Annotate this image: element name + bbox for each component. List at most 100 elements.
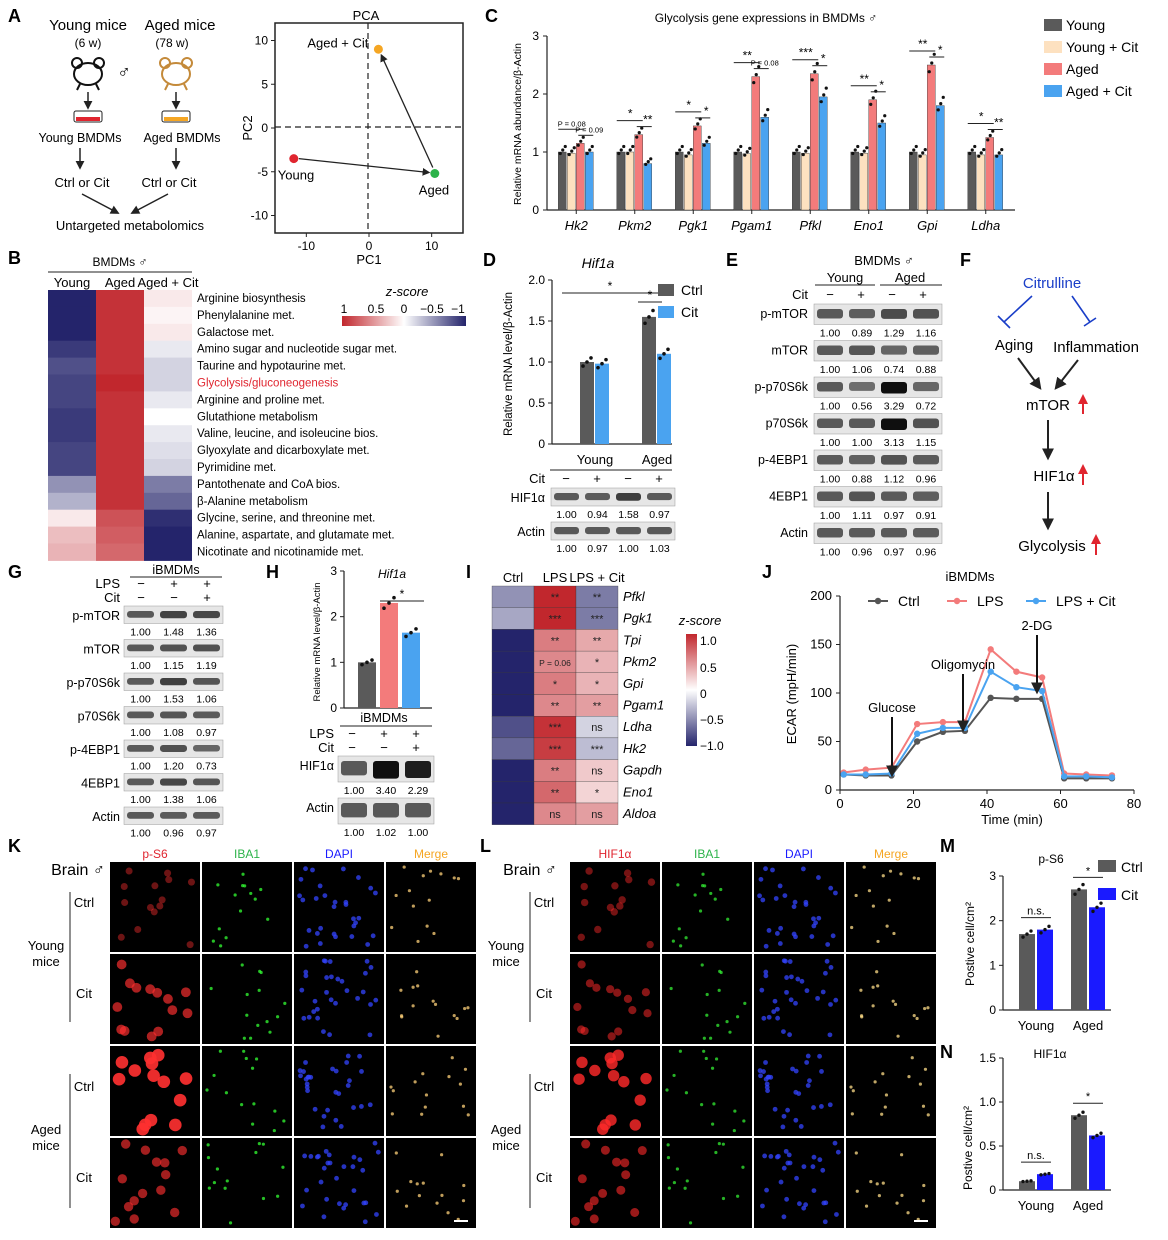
stain-spot: [310, 867, 315, 873]
data-dot: [646, 160, 650, 164]
stain-spot: [216, 883, 220, 887]
stain-spot: [781, 1165, 787, 1171]
stain-spot: [144, 1113, 158, 1127]
channel-label: Merge: [414, 847, 448, 861]
panel-letter: G: [8, 562, 22, 582]
bar: [1037, 929, 1053, 1010]
stain-spot: [850, 925, 854, 930]
stain-spot: [368, 1002, 373, 1007]
band-quant: 1.00: [556, 509, 577, 521]
band-quant: 0.97: [587, 543, 608, 555]
gene-label: Tpi: [623, 632, 642, 647]
stain-spot: [394, 1151, 398, 1155]
heatmap-cell: [48, 290, 96, 308]
stain-spot: [827, 1102, 833, 1108]
stain-spot: [580, 1026, 589, 1036]
stain-spot: [815, 995, 820, 1001]
blot-label: mTOR: [83, 643, 120, 657]
data-dot: [815, 61, 819, 66]
stain-spot: [811, 1105, 816, 1110]
bar: [976, 154, 985, 211]
stain-spot: [833, 890, 838, 896]
data-dot: [1043, 1172, 1047, 1176]
stain-spot: [452, 1014, 456, 1018]
column-label: Ctrl: [503, 570, 523, 585]
heatmap-cell: [144, 357, 192, 375]
stain-spot: [791, 904, 797, 910]
gene-label: Hk2: [565, 218, 589, 233]
blot-band: [817, 528, 843, 538]
stain-spot: [167, 1005, 178, 1016]
sig-label: *: [595, 657, 600, 669]
data-dot: [997, 151, 1001, 155]
data-dot: [579, 139, 583, 143]
stain-spot: [888, 869, 893, 873]
stain-spot: [298, 876, 304, 882]
data-dot: [662, 352, 666, 356]
blot-band: [881, 455, 907, 465]
bar: [1071, 1115, 1087, 1190]
data-dot: [801, 152, 805, 157]
sig-label: ns: [549, 809, 561, 821]
stain-spot: [688, 1221, 693, 1225]
stain-spot: [721, 1196, 726, 1201]
stain-spot: [766, 928, 772, 933]
stain-spot: [803, 902, 809, 907]
gene-label: Gpi: [623, 676, 644, 691]
lps-label: LPS: [309, 726, 334, 741]
stain-spot: [629, 1119, 642, 1131]
stain-spot: [614, 1027, 623, 1036]
stain-spot: [225, 1179, 229, 1183]
stain-spot: [784, 975, 790, 980]
cit-label: Cit: [318, 740, 334, 755]
stain-spot: [303, 866, 308, 872]
stain-spot: [671, 939, 675, 943]
row-label: Valine, leucine, and isoleucine bios.: [197, 428, 378, 440]
stain-spot: [765, 1074, 771, 1080]
heatmap-cell: [96, 492, 144, 511]
stain-spot: [811, 916, 816, 922]
stain-spot: [156, 902, 164, 910]
y-tick-label: 2: [330, 610, 337, 624]
stain-spot: [893, 1002, 898, 1006]
stain-spot: [343, 902, 349, 907]
stain-spot: [859, 1014, 864, 1018]
micrograph-tile: [754, 1138, 844, 1228]
micrograph-tile: [294, 954, 384, 1044]
stain-spot: [828, 964, 834, 970]
pca-point: [289, 154, 299, 164]
data-dot: [640, 126, 644, 130]
cit-sign: −: [380, 740, 388, 755]
row-label: Amino sugar and nucleotide sugar met.: [197, 344, 397, 356]
stain-spot: [698, 909, 703, 913]
data-dot: [570, 149, 574, 153]
stain-spot: [363, 970, 368, 976]
stain-spot: [783, 958, 788, 964]
stain-spot: [244, 1056, 248, 1061]
stain-spot: [282, 1119, 286, 1123]
stain-spot: [763, 969, 769, 975]
bar: [819, 96, 828, 211]
stain-spot: [462, 1183, 466, 1188]
stain-spot: [900, 1193, 904, 1197]
heatmap-cell: [48, 391, 96, 409]
stain-spot: [128, 1064, 142, 1077]
stain-spot: [431, 999, 435, 1003]
stain-spot: [793, 934, 798, 940]
panel-h: H Hif1a Relative mRNA level/β-Actin 0 1 2 3…: [266, 562, 435, 839]
stain-spot: [206, 1156, 211, 1160]
stain-spot: [259, 887, 263, 892]
band-quant: 1.00: [618, 543, 639, 555]
channel-label: DAPI: [325, 847, 353, 861]
data-dot: [631, 144, 635, 149]
micrograph-tile: [846, 1046, 936, 1136]
heatmap-cell: [48, 526, 96, 544]
stain-spot: [313, 896, 319, 901]
blot-band: [373, 761, 399, 779]
bar: [868, 99, 877, 211]
data-dot: [1095, 905, 1099, 909]
blot-band: [160, 812, 187, 819]
stain-spot: [926, 1113, 930, 1117]
stain-spot: [117, 1174, 128, 1184]
